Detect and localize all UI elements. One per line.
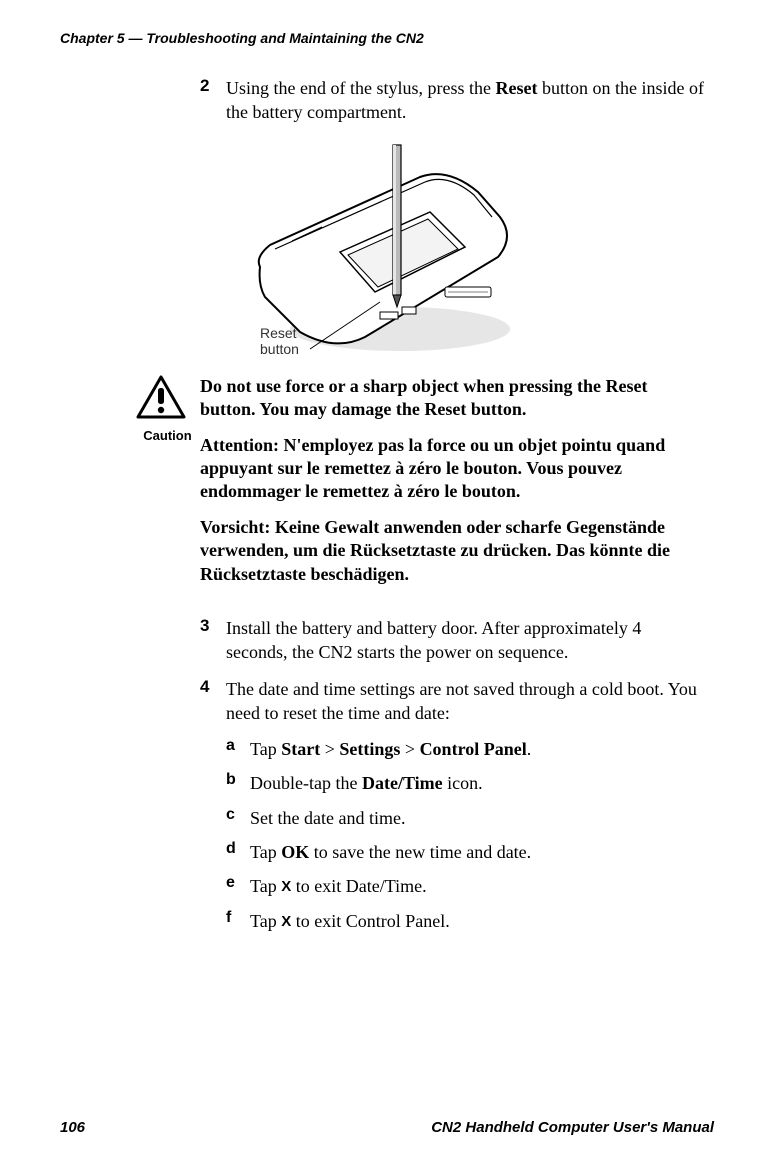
bold-settings: Settings: [339, 739, 400, 759]
text-fragment: icon.: [443, 773, 483, 793]
caution-block: Caution Do not use force or a sharp obje…: [135, 375, 704, 598]
text-fragment: to exit Date/Time.: [296, 876, 427, 896]
bold-date-time: Date/Time: [362, 773, 443, 793]
caution-text-column: Do not use force or a sharp object when …: [200, 375, 704, 598]
substep-text: Double-tap the Date/Time icon.: [250, 771, 483, 795]
text-fragment: Tap: [250, 842, 281, 862]
substep-letter: b: [226, 771, 250, 795]
substep-text: Tap OK to save the new time and date.: [250, 840, 531, 864]
text-fragment: Using the end of the stylus, press the: [226, 78, 495, 98]
step-number: 2: [200, 76, 226, 125]
label-line-2: button: [260, 341, 299, 357]
step-4: 4 The date and time settings are not sav…: [200, 677, 704, 726]
caution-fr: Attention: N'employez pas la force ou un…: [200, 434, 704, 504]
substep-letter: a: [226, 737, 250, 761]
substep-letter: f: [226, 909, 250, 933]
substep-e: e Tap X to exit Date/Time.: [226, 874, 704, 898]
text-fragment: Double-tap the: [250, 773, 362, 793]
text-fragment: Tap: [250, 739, 281, 759]
substep-text: Set the date and time.: [250, 806, 405, 830]
substep-f: f Tap X to exit Control Panel.: [226, 909, 704, 933]
substep-a: a Tap Start > Settings > Control Panel.: [226, 737, 704, 761]
step-number: 3: [200, 616, 226, 665]
text-fragment: to save the new time and date.: [309, 842, 531, 862]
substep-letter: e: [226, 874, 250, 898]
substep-text: Tap Start > Settings > Control Panel.: [250, 737, 531, 761]
main-content: 2 Using the end of the stylus, press the…: [200, 76, 704, 933]
caution-icon: [135, 375, 187, 421]
step-text: Install the battery and battery door. Af…: [226, 616, 704, 665]
label-line-1: Reset: [260, 325, 297, 341]
close-x-glyph: X: [281, 878, 291, 895]
substep-text: Tap X to exit Date/Time.: [250, 874, 427, 898]
step-text: The date and time settings are not saved…: [226, 677, 704, 726]
step-text: Using the end of the stylus, press the R…: [226, 76, 704, 125]
step-3: 3 Install the battery and battery door. …: [200, 616, 704, 665]
bold-control-panel: Control Panel: [420, 739, 527, 759]
bold-ok: OK: [281, 842, 309, 862]
text-fragment: to exit Control Panel.: [296, 911, 450, 931]
running-header: Chapter 5 — Troubleshooting and Maintain…: [60, 30, 714, 46]
substep-list: a Tap Start > Settings > Control Panel. …: [226, 737, 704, 933]
text-fragment: .: [527, 739, 532, 759]
text-fragment: Tap: [250, 876, 281, 896]
caution-icon-column: Caution: [135, 375, 200, 598]
close-x-glyph: X: [281, 913, 291, 930]
text-fragment: >: [400, 739, 419, 759]
text-fragment: >: [320, 739, 339, 759]
bold-reset: Reset: [495, 78, 537, 98]
footer-title: CN2 Handheld Computer User's Manual: [431, 1119, 714, 1136]
caution-de: Vorsicht: Keine Gewalt anwenden oder sch…: [200, 516, 704, 586]
bold-start: Start: [281, 739, 320, 759]
step-number: 4: [200, 677, 226, 726]
stylus-icon: [393, 145, 401, 307]
substep-c: c Set the date and time.: [226, 806, 704, 830]
step-2: 2 Using the end of the stylus, press the…: [200, 76, 704, 125]
page-number: 106: [60, 1119, 85, 1136]
device-figure: Reset button: [230, 137, 704, 357]
caution-label: Caution: [135, 428, 200, 443]
page-footer: 106 CN2 Handheld Computer User's Manual: [60, 1119, 714, 1136]
substep-d: d Tap OK to save the new time and date.: [226, 840, 704, 864]
caution-en: Do not use force or a sharp object when …: [200, 375, 704, 422]
substep-letter: c: [226, 806, 250, 830]
substep-letter: d: [226, 840, 250, 864]
substep-text: Tap X to exit Control Panel.: [250, 909, 450, 933]
text-fragment: Tap: [250, 911, 281, 931]
substep-b: b Double-tap the Date/Time icon.: [226, 771, 704, 795]
